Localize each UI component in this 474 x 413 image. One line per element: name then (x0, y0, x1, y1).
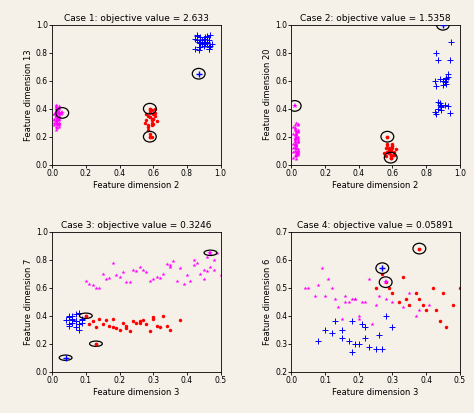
Title: Case 1: objective value = 2.633: Case 1: objective value = 2.633 (64, 14, 209, 23)
Title: Case 4: objective value = 0.05891: Case 4: objective value = 0.05891 (297, 221, 454, 230)
Y-axis label: Feature dimension 6: Feature dimension 6 (263, 259, 272, 345)
X-axis label: Feature dimension 2: Feature dimension 2 (332, 180, 419, 190)
Y-axis label: Feature dimension 13: Feature dimension 13 (24, 49, 33, 140)
Y-axis label: Feature dimension 20: Feature dimension 20 (263, 49, 272, 140)
Title: Case 3: objective value = 0.3246: Case 3: objective value = 0.3246 (61, 221, 211, 230)
Y-axis label: Feature dimension 7: Feature dimension 7 (24, 259, 33, 345)
Title: Case 2: objective value = 1.5358: Case 2: objective value = 1.5358 (300, 14, 451, 23)
X-axis label: Feature dimension 3: Feature dimension 3 (93, 388, 180, 396)
X-axis label: Feature dimension 3: Feature dimension 3 (332, 388, 419, 396)
X-axis label: Feature dimension 2: Feature dimension 2 (93, 180, 180, 190)
